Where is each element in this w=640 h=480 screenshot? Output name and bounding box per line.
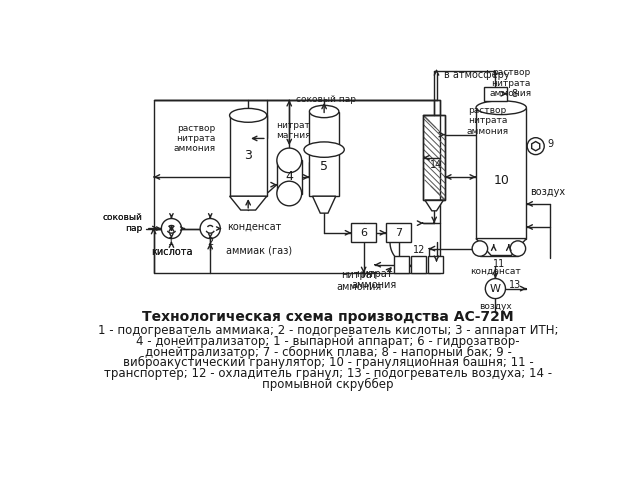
Text: 4: 4 (285, 170, 293, 183)
Bar (476, 108, 527, 239)
Bar (411, 256, 426, 273)
Text: конденсат: конденсат (470, 267, 521, 276)
Text: 10: 10 (493, 174, 509, 187)
Text: 1 - подогреватель аммиака; 2 - подогреватель кислоты; 3 - аппарат ИТН;: 1 - подогреватель аммиака; 2 - подогрева… (98, 324, 558, 337)
Text: 14: 14 (429, 160, 442, 170)
Text: 3: 3 (244, 149, 252, 162)
Polygon shape (230, 196, 267, 210)
Text: 12: 12 (413, 245, 425, 255)
Text: 8: 8 (511, 89, 517, 99)
Text: 11: 11 (493, 259, 505, 269)
Polygon shape (312, 196, 336, 213)
Text: промывной скруббер: промывной скруббер (262, 378, 394, 391)
Circle shape (161, 218, 182, 239)
Text: 4 - донейтрализатор; 1 - выпарной аппарат; 6 - гидрозатвор-: 4 - донейтрализатор; 1 - выпарной аппара… (136, 335, 520, 348)
Text: соковый
пар: соковый пар (102, 214, 142, 233)
Bar (423, 115, 445, 200)
Text: воздух: воздух (479, 302, 512, 311)
Text: конденсат: конденсат (227, 221, 282, 231)
Bar (394, 256, 410, 273)
Circle shape (527, 138, 544, 155)
Text: 6: 6 (360, 228, 367, 238)
Bar (230, 115, 267, 196)
Text: нитрат
аммония: нитрат аммония (352, 268, 397, 290)
Text: кислота: кислота (150, 247, 192, 257)
Text: 7: 7 (395, 228, 402, 238)
Text: W: W (490, 284, 501, 294)
Text: соковый пар: соковый пар (296, 95, 356, 104)
Text: 9: 9 (547, 139, 554, 149)
Text: 2: 2 (207, 238, 213, 247)
Text: Технологическая схема производства АС-72М: Технологическая схема производства АС-72… (142, 310, 514, 324)
Text: донейтрализатор; 7 - сборник плава; 8 - напорный бак; 9 -: донейтрализатор; 7 - сборник плава; 8 - … (145, 346, 511, 359)
Circle shape (472, 241, 488, 256)
Bar (309, 111, 339, 196)
Text: воздух: воздух (531, 187, 565, 197)
Text: нитрат
аммония: нитрат аммония (337, 270, 381, 292)
Bar (351, 223, 376, 242)
Bar (484, 87, 507, 101)
Text: в атмосферу: в атмосферу (444, 70, 510, 80)
Ellipse shape (476, 101, 527, 115)
Bar (386, 223, 411, 242)
Circle shape (485, 278, 506, 299)
Ellipse shape (309, 105, 339, 118)
Ellipse shape (304, 142, 344, 157)
Text: виброакустический гранулятор; 10 - грануляционная башня; 11 -: виброакустический гранулятор; 10 - грану… (123, 356, 533, 370)
Polygon shape (476, 239, 527, 255)
Text: раствор
нитрата
аммония: раствор нитрата аммония (467, 106, 509, 136)
Text: 5: 5 (320, 160, 328, 173)
Text: раствор
нитрата
аммония: раствор нитрата аммония (490, 68, 532, 98)
Text: 1: 1 (168, 238, 175, 247)
Ellipse shape (277, 148, 301, 173)
Ellipse shape (230, 108, 267, 122)
Text: соковый
пар: соковый пар (102, 214, 142, 233)
Text: раствор
нитрата
аммония: раствор нитрата аммония (173, 123, 216, 153)
Text: аммиак (газ): аммиак (газ) (226, 245, 292, 255)
Ellipse shape (277, 181, 301, 206)
Text: нитрат
магния: нитрат магния (276, 121, 310, 141)
Text: 13: 13 (509, 280, 522, 290)
Bar (154, 100, 440, 273)
Bar (423, 115, 445, 200)
Text: кислота: кислота (150, 247, 192, 257)
Text: транспортер; 12 - охладитель гранул; 13 - подогреватель воздуха; 14 -: транспортер; 12 - охладитель гранул; 13 … (104, 367, 552, 380)
Bar (277, 160, 301, 193)
Bar (428, 256, 444, 273)
Polygon shape (425, 200, 444, 211)
Circle shape (510, 241, 525, 256)
Circle shape (200, 218, 220, 239)
